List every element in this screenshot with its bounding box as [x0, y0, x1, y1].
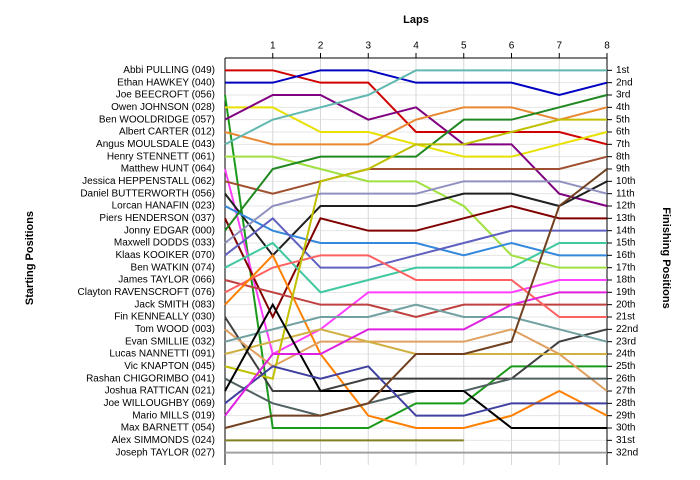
x-tick-label: 4 — [413, 41, 419, 52]
series-line — [224, 94, 608, 232]
series-line — [224, 328, 608, 392]
legend-label: Owen JOHNSON (028) — [111, 102, 215, 113]
legend-label: Daniel BUTTERWORTH (056) — [80, 188, 215, 199]
y2-tick-label: 26th — [616, 373, 635, 384]
y-axis-title: Starting Positions — [24, 211, 36, 305]
legend-label: Joseph TAYLOR (027) — [116, 447, 216, 458]
series-line — [224, 155, 608, 195]
legend-label: Henry STENNETT (061) — [107, 151, 215, 162]
y2-tick-label: 20th — [616, 299, 635, 310]
series-line — [224, 168, 607, 356]
series-line — [224, 180, 608, 257]
y2-tick-label: 4th — [616, 102, 630, 113]
y2-tick-label: 8th — [616, 151, 630, 162]
y2-tick-label: 18th — [616, 275, 635, 286]
x-axis-title: Laps — [403, 14, 429, 26]
y2-tick-label: 27th — [616, 386, 635, 397]
x-tick-label: 3 — [365, 41, 371, 52]
series-line — [224, 253, 608, 429]
y2-tick-label: 13th — [616, 213, 635, 224]
y2-tick-label: 9th — [616, 164, 630, 175]
y2-tick-label: 7th — [616, 139, 630, 150]
y2-tick-label: 15th — [616, 238, 635, 249]
legend-label: Lucas NANNETTI (091) — [109, 349, 215, 360]
series-line — [224, 303, 608, 343]
y2-tick-label: 22nd — [616, 324, 638, 335]
y2-tick-label: 31st — [616, 435, 635, 446]
legend-label: Alex SIMMONDS (024) — [112, 435, 215, 446]
y2-tick-label: 11th — [616, 188, 635, 199]
legend-label: Abbi PULLING (049) — [123, 65, 215, 76]
series-line — [224, 204, 607, 320]
y2-tick-label: 2nd — [616, 77, 633, 88]
legend-label: Evan SMILLIE (032) — [125, 336, 215, 347]
legend-label: Joe BEECROFT (056) — [116, 90, 215, 101]
y2-tick-label: 1st — [616, 65, 630, 76]
series-line — [224, 69, 607, 146]
y2-tick-label: 16th — [616, 250, 635, 261]
legend-label: Angus MOULSDALE (043) — [96, 139, 215, 150]
y2-tick-label: 32nd — [616, 447, 638, 458]
series-line — [224, 94, 608, 207]
series-line — [224, 118, 607, 380]
legend-label: Maxwell DODDS (033) — [114, 238, 215, 249]
legend-label: Jonny EDGAR (000) — [124, 225, 215, 236]
legend-label: Rashan CHIGORIMBO (041) — [86, 373, 215, 384]
legend-label: Mario MILLS (019) — [132, 410, 215, 421]
legend-label: Joshua RATTICAN (021) — [105, 386, 215, 397]
legend-label: Joe WILLOUGHBY (069) — [103, 398, 215, 409]
y2-tick-label: 3rd — [616, 90, 630, 101]
legend-label: Clayton RAVENSCROFT (076) — [78, 287, 215, 298]
series-line — [224, 291, 607, 417]
series-line — [224, 365, 607, 417]
legend-label: Piers HENDERSON (037) — [99, 213, 215, 224]
series-line — [224, 180, 608, 244]
series-line — [225, 69, 608, 146]
series-line — [224, 302, 607, 429]
y2-tick-label: 17th — [616, 262, 635, 273]
legend-label: Lorcan HANAFIN (023) — [112, 201, 215, 212]
series-line — [224, 216, 607, 269]
y2-tick-label: 14th — [616, 225, 635, 236]
y2-tick-label: 24th — [616, 349, 635, 360]
y2-tick-label: 29th — [616, 410, 635, 421]
y2-tick-label: 23rd — [616, 336, 636, 347]
legend-label: Ben WOOLDRIDGE (057) — [99, 114, 215, 125]
legend-label: James TAYLOR (066) — [118, 275, 215, 286]
legend-label: Ethan HAWKEY (040) — [117, 77, 215, 88]
legend-label: Vic KNAPTON (045) — [124, 361, 215, 372]
x-tick-label: 2 — [318, 41, 324, 52]
legend-label: Max BARNETT (054) — [121, 423, 215, 434]
legend-label: Ben WATKIN (074) — [131, 262, 215, 273]
y2-tick-label: 19th — [616, 287, 635, 298]
legend-label: Albert CARTER (012) — [119, 127, 215, 138]
y2-tick-label: 12th — [616, 201, 635, 212]
legend-label: Jack SMITH (083) — [134, 299, 215, 310]
y2-tick-label: 21st — [616, 312, 635, 323]
x-tick-label: 7 — [556, 41, 562, 52]
y2-tick-label: 28th — [616, 398, 635, 409]
y2-tick-label: 10th — [616, 176, 635, 187]
series-line — [224, 168, 608, 429]
y2-axis-title: Finishing Positions — [660, 207, 672, 308]
y2-tick-label: 5th — [616, 114, 630, 125]
y2-tick-label: 25th — [616, 361, 635, 372]
x-tick-label: 6 — [509, 41, 515, 52]
series-line — [224, 94, 607, 429]
series-line — [224, 106, 608, 146]
x-tick-label: 8 — [604, 41, 610, 52]
series-line — [224, 254, 607, 318]
legend-label: Fin KENNEALLY (030) — [114, 312, 215, 323]
legend-label: Klaas KOOIKER (070) — [116, 250, 215, 261]
x-tick-label: 5 — [461, 41, 467, 52]
y2-tick-label: 30th — [616, 423, 635, 434]
series-line — [225, 69, 608, 97]
legend-label: Matthew HUNT (064) — [121, 164, 215, 175]
series-line — [225, 155, 607, 269]
legend-label: Tom WOOD (003) — [135, 324, 215, 335]
y2-tick-label: 6th — [616, 127, 630, 138]
legend-label: Jessica HEPPENSTALL (062) — [82, 176, 215, 187]
x-tick-label: 1 — [270, 41, 276, 52]
